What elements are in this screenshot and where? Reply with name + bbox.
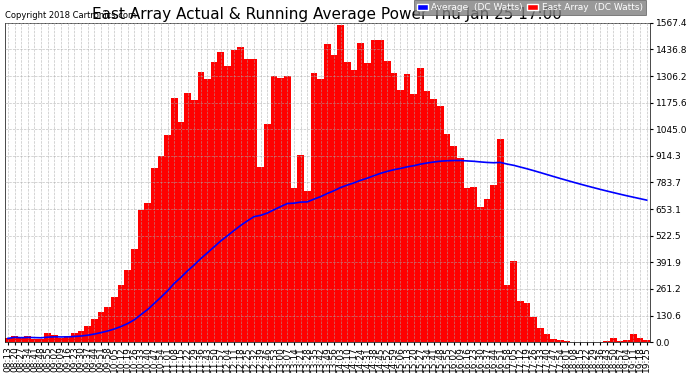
- Bar: [171, 99, 177, 342]
- Text: Copyright 2018 Cartronics.com: Copyright 2018 Cartronics.com: [5, 10, 137, 20]
- Bar: [471, 187, 477, 342]
- Bar: [211, 62, 217, 342]
- Bar: [511, 261, 517, 342]
- Bar: [464, 188, 471, 342]
- Bar: [18, 338, 24, 342]
- Bar: [637, 338, 643, 342]
- Bar: [384, 61, 391, 342]
- Bar: [157, 156, 164, 342]
- Bar: [411, 94, 417, 342]
- Bar: [484, 200, 491, 342]
- Bar: [257, 167, 264, 342]
- Bar: [284, 76, 290, 342]
- Bar: [617, 341, 624, 342]
- Bar: [191, 100, 197, 342]
- Bar: [250, 59, 257, 342]
- Bar: [643, 340, 650, 342]
- Bar: [124, 270, 131, 342]
- Bar: [177, 122, 184, 342]
- Bar: [270, 76, 277, 342]
- Bar: [164, 135, 171, 342]
- Bar: [31, 339, 38, 342]
- Title: East Array Actual & Running Average Power Thu Jan 25 17:00: East Array Actual & Running Average Powe…: [92, 7, 562, 22]
- Bar: [451, 146, 457, 342]
- Bar: [477, 207, 484, 342]
- Bar: [277, 78, 284, 342]
- Bar: [491, 185, 497, 342]
- Bar: [437, 106, 444, 342]
- Bar: [530, 318, 537, 342]
- Bar: [11, 336, 18, 342]
- Bar: [324, 44, 331, 342]
- Bar: [604, 341, 610, 342]
- Bar: [424, 91, 431, 342]
- Bar: [337, 25, 344, 342]
- Bar: [44, 333, 51, 342]
- Bar: [564, 340, 570, 342]
- Bar: [630, 333, 637, 342]
- Bar: [230, 50, 237, 342]
- Bar: [98, 312, 104, 342]
- Bar: [504, 285, 511, 342]
- Bar: [444, 134, 451, 342]
- Bar: [431, 99, 437, 342]
- Bar: [64, 336, 71, 342]
- Bar: [297, 155, 304, 342]
- Bar: [331, 55, 337, 342]
- Bar: [71, 333, 78, 342]
- Bar: [497, 139, 504, 342]
- Bar: [224, 66, 230, 342]
- Bar: [550, 339, 557, 342]
- Bar: [24, 336, 31, 342]
- Bar: [624, 340, 630, 342]
- Bar: [397, 90, 404, 342]
- Bar: [104, 307, 111, 342]
- Bar: [84, 326, 91, 342]
- Bar: [264, 124, 270, 342]
- Bar: [244, 59, 250, 342]
- Bar: [357, 43, 364, 342]
- Bar: [118, 285, 124, 342]
- Bar: [58, 338, 64, 342]
- Legend: Average  (DC Watts), East Array  (DC Watts): Average (DC Watts), East Array (DC Watts…: [414, 0, 646, 15]
- Bar: [524, 303, 530, 342]
- Bar: [5, 338, 11, 342]
- Bar: [544, 334, 550, 342]
- Bar: [391, 73, 397, 342]
- Bar: [351, 70, 357, 342]
- Bar: [111, 297, 118, 342]
- Bar: [537, 328, 544, 342]
- Bar: [377, 40, 384, 342]
- Bar: [290, 188, 297, 342]
- Bar: [204, 80, 211, 342]
- Bar: [217, 52, 224, 342]
- Bar: [91, 320, 98, 342]
- Bar: [371, 40, 377, 342]
- Bar: [457, 158, 464, 342]
- Bar: [310, 73, 317, 342]
- Bar: [131, 249, 137, 342]
- Bar: [364, 63, 371, 342]
- Bar: [137, 210, 144, 342]
- Bar: [184, 93, 191, 342]
- Bar: [51, 334, 58, 342]
- Bar: [610, 338, 617, 342]
- Bar: [404, 74, 411, 342]
- Bar: [237, 47, 244, 342]
- Bar: [151, 168, 157, 342]
- Bar: [38, 339, 44, 342]
- Bar: [197, 72, 204, 342]
- Bar: [517, 301, 524, 342]
- Bar: [417, 68, 424, 342]
- Bar: [144, 203, 151, 342]
- Bar: [344, 62, 351, 342]
- Bar: [317, 79, 324, 342]
- Bar: [304, 191, 310, 342]
- Bar: [557, 340, 564, 342]
- Bar: [78, 331, 84, 342]
